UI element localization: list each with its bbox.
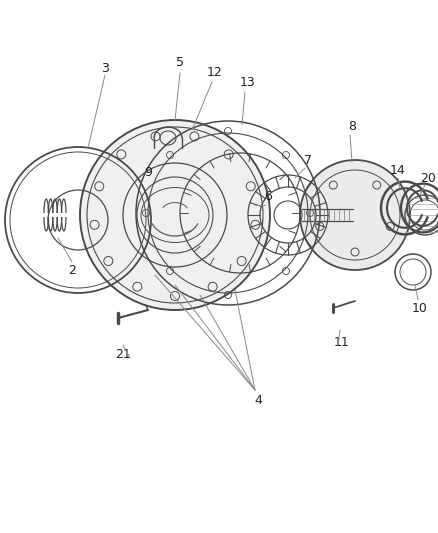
Text: 14: 14 — [390, 164, 406, 176]
Text: 21: 21 — [115, 349, 131, 361]
Circle shape — [300, 160, 410, 270]
Text: 4: 4 — [254, 393, 262, 407]
Text: 9: 9 — [144, 166, 152, 180]
Text: 8: 8 — [348, 120, 356, 133]
Text: 7: 7 — [304, 154, 312, 166]
Text: 10: 10 — [412, 302, 428, 314]
Text: 20: 20 — [420, 172, 436, 184]
Text: 3: 3 — [101, 61, 109, 75]
Text: 2: 2 — [68, 263, 76, 277]
Text: 13: 13 — [240, 77, 256, 90]
Text: 6: 6 — [264, 190, 272, 204]
Circle shape — [80, 120, 270, 310]
Text: 11: 11 — [334, 336, 350, 350]
Text: 5: 5 — [176, 56, 184, 69]
Text: 12: 12 — [207, 66, 223, 78]
